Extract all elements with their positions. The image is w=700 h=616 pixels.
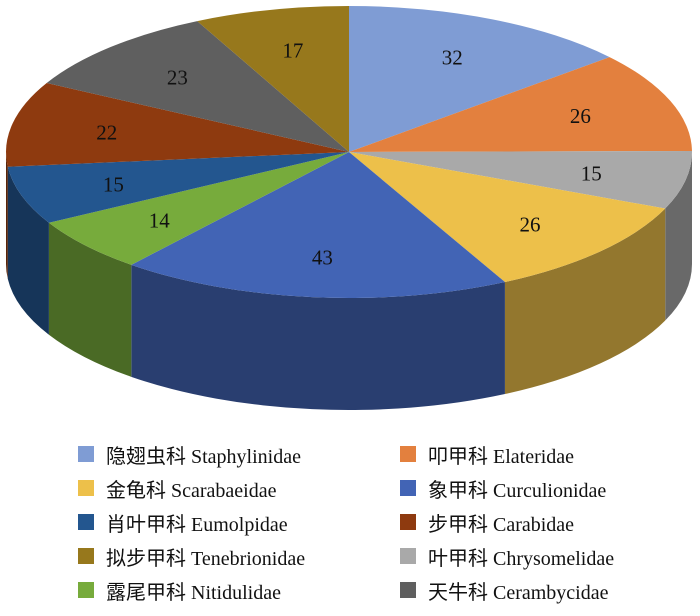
- legend-label: 肖叶甲科 Eumolpidae: [106, 513, 288, 536]
- legend-item: 叶甲科 Chrysomelidae: [400, 539, 614, 573]
- legend-swatch: [78, 480, 94, 496]
- pie-label-2: 15: [581, 161, 602, 185]
- legend-item: 隐翅虫科 Staphylinidae: [78, 437, 301, 471]
- legend-label: 露尾甲科 Nitidulidae: [106, 581, 281, 604]
- legend-item: 天牛科 Cerambycidae: [400, 573, 609, 607]
- legend-swatch: [400, 446, 416, 462]
- pie-slice-8: [46, 21, 350, 153]
- legend-label: 象甲科 Curculionidae: [428, 479, 607, 502]
- pie-side-walls: [6, 152, 692, 410]
- legend-label: 隐翅虫科 Staphylinidae: [106, 445, 301, 468]
- pie-top-faces: [6, 6, 692, 298]
- legend-swatch: [78, 446, 94, 462]
- legend-label: 天牛科 Cerambycidae: [428, 581, 609, 604]
- pie-slice-7: [6, 83, 350, 167]
- pie-slice-4: [131, 152, 505, 298]
- legend-label: 叩甲科 Elateridae: [428, 445, 575, 468]
- pie-slice-6: [7, 152, 349, 223]
- legend-item: 拟步甲科 Tenebrionidae: [78, 539, 305, 573]
- pie-side-2: [665, 152, 692, 321]
- legend-label: 金龟科 Scarabaeidae: [106, 479, 277, 502]
- legend-swatch: [400, 582, 416, 598]
- legend-swatch: [400, 548, 416, 564]
- pie-slice-3: [349, 152, 666, 283]
- pie-slice-2: [349, 151, 692, 209]
- pie-slice-9: [197, 6, 349, 152]
- pie-label-9: 17: [282, 39, 303, 63]
- pie-label-6: 15: [103, 172, 124, 196]
- pie-label-1: 26: [570, 104, 591, 128]
- pie-chart: 32 26 15 26 43 14 15 22 23 17: [6, 6, 692, 410]
- pie-slice-0: [349, 6, 610, 152]
- pie-label-0: 32: [442, 46, 463, 70]
- pie-label-5: 14: [149, 208, 171, 232]
- legend-item: 叩甲科 Elateridae: [400, 437, 574, 471]
- legend-swatch: [400, 514, 416, 530]
- legend-item: 露尾甲科 Nitidulidae: [78, 573, 281, 607]
- pie-slice-1: [349, 57, 692, 152]
- pie-side-7: [6, 152, 8, 279]
- legend-item: 肖叶甲科 Eumolpidae: [78, 505, 288, 539]
- legend-label: 叶甲科 Chrysomelidae: [428, 547, 615, 570]
- legend-swatch: [78, 514, 94, 530]
- legend-swatch: [78, 548, 94, 564]
- pie-side-4: [131, 264, 505, 410]
- legend-label: 步甲科 Carabidae: [428, 513, 575, 536]
- legend-swatch: [400, 480, 416, 496]
- chart-legend: 隐翅虫科 Staphylinidae 叩甲科 Elateridae 金龟科 Scar…: [0, 432, 700, 616]
- pie-side-5: [48, 222, 132, 377]
- pie-side-3: [504, 208, 666, 395]
- pie-data-labels: 32 26 15 26 43 14 15 22 23 17: [96, 39, 602, 270]
- pie-label-4: 43: [312, 246, 333, 270]
- legend-item: 金龟科 Scarabaeidae: [78, 471, 276, 505]
- legend-swatch: [78, 582, 94, 598]
- legend-item: 步甲科 Carabidae: [400, 505, 574, 539]
- legend-label: 拟步甲科 Tenebrionidae: [106, 547, 306, 570]
- pie-side-6: [7, 166, 49, 335]
- legend-item: 象甲科 Curculionidae: [400, 471, 606, 505]
- pie-label-7: 22: [96, 121, 117, 145]
- pie-label-3: 26: [519, 213, 540, 237]
- pie-label-8: 23: [167, 65, 188, 89]
- pie-slice-5: [48, 152, 350, 265]
